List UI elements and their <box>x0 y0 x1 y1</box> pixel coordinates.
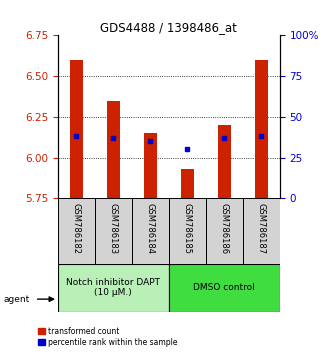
Text: GSM786182: GSM786182 <box>72 204 81 255</box>
Text: GSM786184: GSM786184 <box>146 204 155 255</box>
Title: GDS4488 / 1398486_at: GDS4488 / 1398486_at <box>100 21 237 34</box>
Bar <box>58 198 95 264</box>
Legend: transformed count, percentile rank within the sample: transformed count, percentile rank withi… <box>37 325 179 348</box>
Bar <box>70 60 83 198</box>
Text: GSM786187: GSM786187 <box>257 204 266 255</box>
Bar <box>255 60 268 198</box>
Bar <box>218 125 231 198</box>
Bar <box>169 198 206 264</box>
Bar <box>206 198 243 264</box>
Text: GSM786183: GSM786183 <box>109 204 118 255</box>
Bar <box>144 133 157 198</box>
Text: GSM786186: GSM786186 <box>220 204 229 255</box>
Bar <box>243 198 280 264</box>
Bar <box>181 169 194 198</box>
Text: Notch inhibitor DAPT
(10 μM.): Notch inhibitor DAPT (10 μM.) <box>67 278 160 297</box>
Bar <box>132 198 169 264</box>
Text: GSM786185: GSM786185 <box>183 204 192 255</box>
Bar <box>58 264 169 312</box>
Bar <box>95 198 132 264</box>
Bar <box>107 101 120 198</box>
Bar <box>169 264 280 312</box>
Text: DMSO control: DMSO control <box>193 283 255 292</box>
Text: agent: agent <box>3 295 29 304</box>
